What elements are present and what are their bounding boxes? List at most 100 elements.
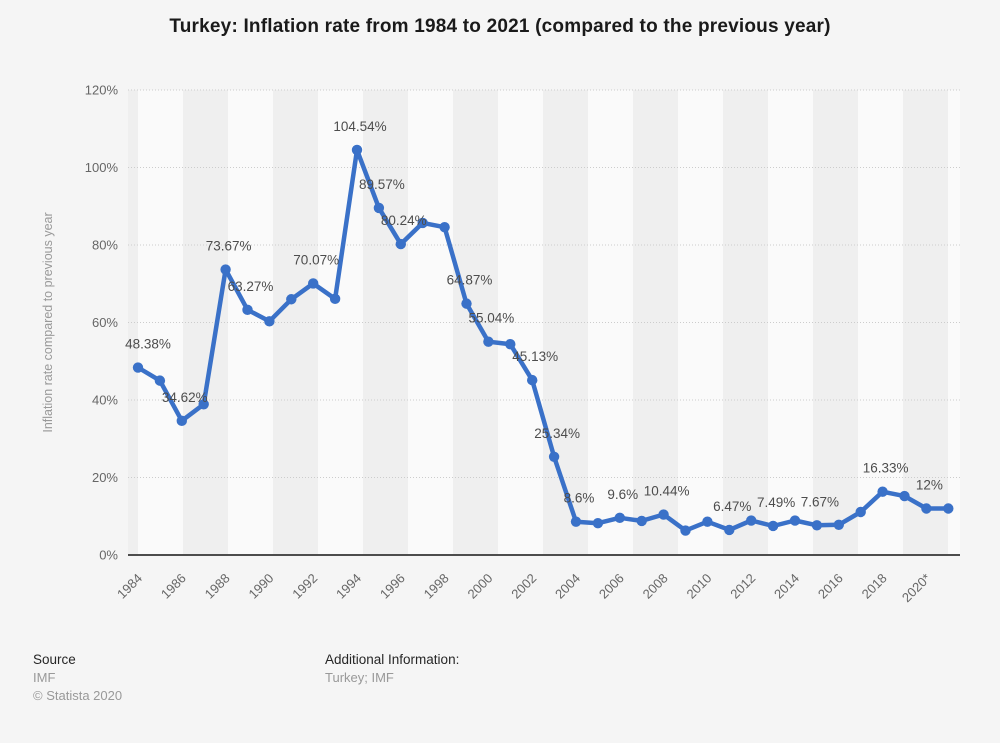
data-point[interactable] xyxy=(308,278,319,289)
data-point-label: 55.04% xyxy=(469,311,515,326)
data-point-label: 9.6% xyxy=(607,487,638,502)
data-point[interactable] xyxy=(176,415,187,427)
plot-band xyxy=(633,90,678,555)
data-point[interactable] xyxy=(921,503,932,514)
x-tick-label: 1998 xyxy=(421,571,452,602)
additional-info-block: Additional Information: Turkey; IMF xyxy=(325,652,459,688)
plot-band xyxy=(363,90,408,555)
x-tick-label: 1990 xyxy=(245,571,276,602)
plot-band xyxy=(723,90,768,555)
inflation-line-chart: 0% 20% 40% 60% 80% 100% 120% 1984 1986 1988 1990 19… xyxy=(41,83,960,606)
data-point[interactable] xyxy=(461,298,472,309)
data-point[interactable] xyxy=(855,506,866,518)
y-tick-label: 100% xyxy=(85,160,119,175)
y-tick-label: 0% xyxy=(99,548,118,563)
data-point[interactable] xyxy=(417,217,428,229)
plot-band xyxy=(678,90,723,555)
x-tick-label: 1992 xyxy=(289,571,320,602)
x-tick-label: 2014 xyxy=(771,571,802,602)
data-point-label: 45.13% xyxy=(512,349,558,364)
data-point[interactable] xyxy=(614,512,625,523)
data-point[interactable] xyxy=(811,520,823,531)
data-point[interactable] xyxy=(439,221,450,233)
data-point[interactable] xyxy=(724,524,735,536)
data-point-label: 6.47% xyxy=(713,499,751,514)
data-point[interactable] xyxy=(833,519,844,530)
data-point-label: 70.07% xyxy=(293,252,339,267)
x-tick-label: 2002 xyxy=(508,571,539,602)
data-point[interactable] xyxy=(395,238,406,250)
y-tick-label: 120% xyxy=(85,83,119,98)
y-axis-title: Inflation rate compared to previous year xyxy=(41,212,55,432)
data-point[interactable] xyxy=(220,264,231,275)
y-tick-label: 20% xyxy=(92,470,118,485)
x-tick-label: 2016 xyxy=(815,571,846,602)
additional-info-value: Turkey; IMF xyxy=(325,670,394,685)
additional-info-label: Additional Information: xyxy=(325,652,460,667)
x-tick-label: 1984 xyxy=(114,571,145,602)
data-point[interactable] xyxy=(373,202,385,214)
data-point[interactable] xyxy=(329,293,341,305)
chart-title: Turkey: Inflation rate from 1984 to 2021… xyxy=(169,16,831,37)
data-point-label: 64.87% xyxy=(447,273,493,288)
data-point[interactable] xyxy=(767,520,779,532)
data-point[interactable] xyxy=(899,490,910,502)
data-point-label: 7.49% xyxy=(757,495,795,510)
copyright-text: © Statista 2020 xyxy=(33,688,123,703)
y-tick-label: 80% xyxy=(92,238,118,253)
plot-band xyxy=(858,90,903,555)
data-point[interactable] xyxy=(483,336,494,347)
data-point-label: 8.6% xyxy=(564,491,595,506)
data-point[interactable] xyxy=(658,509,669,520)
data-point-label: 48.38% xyxy=(125,337,171,352)
data-point-label: 10.44% xyxy=(644,484,690,499)
data-point[interactable] xyxy=(570,516,582,527)
data-point[interactable] xyxy=(877,486,888,497)
x-tick-label: 1994 xyxy=(333,571,364,602)
data-point[interactable] xyxy=(680,525,691,536)
data-point[interactable] xyxy=(702,516,713,527)
data-point[interactable] xyxy=(746,515,757,526)
plot-band xyxy=(408,90,453,555)
data-point[interactable] xyxy=(286,294,297,305)
data-point-label: 104.54% xyxy=(333,119,386,134)
data-point-label: 80.24% xyxy=(381,213,427,228)
x-tick-label: 2008 xyxy=(640,571,671,602)
x-tick-label: 2020* xyxy=(899,571,934,606)
data-point[interactable] xyxy=(943,503,954,514)
data-point[interactable] xyxy=(351,144,363,156)
data-point[interactable] xyxy=(527,374,538,386)
y-tick-label: 60% xyxy=(92,315,118,330)
plot-band xyxy=(128,90,138,555)
data-point[interactable] xyxy=(592,518,604,529)
data-point[interactable] xyxy=(636,515,647,527)
data-point-label: 73.67% xyxy=(206,239,252,254)
x-tick-label: 2018 xyxy=(859,571,890,602)
x-tick-label: 2006 xyxy=(596,571,627,602)
x-tick-label: 2012 xyxy=(727,571,758,602)
data-point-label: 12% xyxy=(916,478,943,493)
data-point-label: 7.67% xyxy=(801,494,839,509)
x-tick-label: 1988 xyxy=(202,571,233,602)
data-point[interactable] xyxy=(264,316,275,327)
data-point[interactable] xyxy=(789,515,801,526)
data-point[interactable] xyxy=(548,451,560,463)
data-point-label: 16.33% xyxy=(863,461,909,476)
plot-band xyxy=(768,90,813,555)
data-point-label: 63.27% xyxy=(228,279,274,294)
plot-band xyxy=(813,90,858,555)
plot-band xyxy=(183,90,228,555)
plot-band xyxy=(588,90,633,555)
data-point[interactable] xyxy=(242,304,253,316)
x-tick-label: 2004 xyxy=(552,571,583,602)
data-point[interactable] xyxy=(198,399,209,410)
plot-band xyxy=(273,90,318,555)
data-point[interactable] xyxy=(505,339,516,350)
source-value: IMF xyxy=(33,670,56,685)
plot-band xyxy=(138,90,183,555)
data-point[interactable] xyxy=(132,362,144,373)
x-tick-label: 1996 xyxy=(377,571,408,602)
data-point[interactable] xyxy=(154,375,166,386)
data-point-label: 34.62% xyxy=(162,390,208,405)
